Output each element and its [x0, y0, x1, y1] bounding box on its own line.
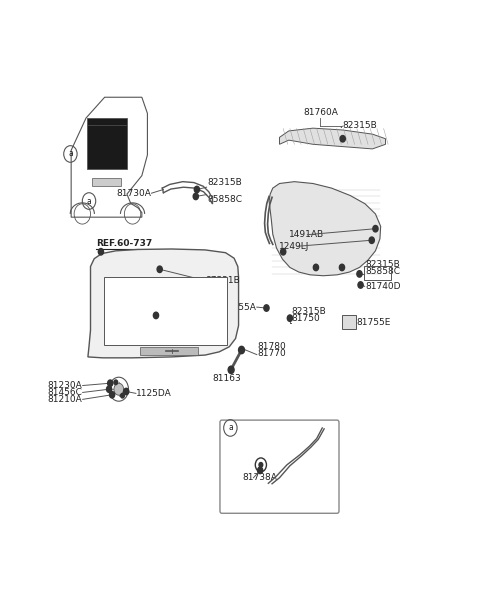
Polygon shape — [104, 277, 227, 345]
Text: 85858C: 85858C — [207, 195, 242, 204]
Circle shape — [313, 264, 319, 271]
Circle shape — [228, 366, 234, 374]
Text: 1125DA: 1125DA — [136, 389, 172, 398]
Polygon shape — [279, 128, 385, 149]
Text: a: a — [228, 423, 233, 432]
Text: 85858C: 85858C — [365, 267, 400, 276]
Circle shape — [154, 312, 158, 319]
Text: 81730A: 81730A — [116, 189, 151, 198]
Text: 87321B: 87321B — [205, 276, 240, 285]
Text: REF.60-737: REF.60-737 — [96, 239, 153, 248]
Polygon shape — [87, 118, 127, 169]
FancyBboxPatch shape — [342, 315, 356, 329]
Circle shape — [358, 282, 363, 288]
Circle shape — [114, 383, 124, 395]
Text: 82315B: 82315B — [343, 121, 377, 130]
Circle shape — [340, 135, 345, 142]
Circle shape — [239, 346, 244, 353]
Text: 81456C: 81456C — [48, 388, 83, 397]
Circle shape — [120, 394, 124, 398]
Circle shape — [124, 388, 129, 395]
Text: 81738A: 81738A — [242, 473, 277, 482]
Text: a: a — [87, 196, 91, 205]
Polygon shape — [92, 178, 120, 186]
FancyBboxPatch shape — [220, 420, 339, 513]
Circle shape — [109, 392, 115, 398]
Text: 86699: 86699 — [152, 310, 181, 319]
Circle shape — [357, 271, 362, 277]
Text: 81740D: 81740D — [365, 282, 400, 291]
Circle shape — [114, 380, 118, 385]
Text: 82315B: 82315B — [365, 261, 400, 270]
Circle shape — [157, 266, 162, 273]
Circle shape — [339, 264, 345, 271]
Text: 82315B: 82315B — [291, 307, 326, 316]
Circle shape — [107, 386, 112, 392]
Text: 81750: 81750 — [291, 314, 320, 323]
Text: 81780: 81780 — [257, 343, 286, 352]
Text: 1249LJ: 1249LJ — [279, 242, 309, 251]
Polygon shape — [269, 181, 381, 276]
Circle shape — [194, 186, 200, 193]
Circle shape — [281, 249, 286, 255]
Circle shape — [373, 225, 378, 232]
Text: a: a — [68, 150, 73, 159]
Circle shape — [264, 305, 269, 311]
Text: 1491AB: 1491AB — [289, 230, 324, 239]
Text: 82315B: 82315B — [207, 178, 242, 187]
Circle shape — [193, 193, 198, 199]
Polygon shape — [140, 347, 198, 355]
Text: 81755A: 81755A — [222, 302, 256, 311]
Text: 81760A: 81760A — [303, 108, 338, 117]
Circle shape — [259, 462, 263, 467]
Circle shape — [288, 315, 292, 322]
Polygon shape — [88, 249, 239, 358]
Circle shape — [98, 249, 104, 255]
Text: 81210A: 81210A — [48, 395, 83, 404]
Text: 81770: 81770 — [257, 349, 286, 358]
Text: 81755E: 81755E — [357, 318, 391, 327]
Text: 81163: 81163 — [212, 374, 241, 383]
Circle shape — [369, 237, 374, 243]
Circle shape — [258, 467, 263, 474]
Circle shape — [108, 380, 113, 386]
Text: 81230A: 81230A — [48, 381, 83, 390]
